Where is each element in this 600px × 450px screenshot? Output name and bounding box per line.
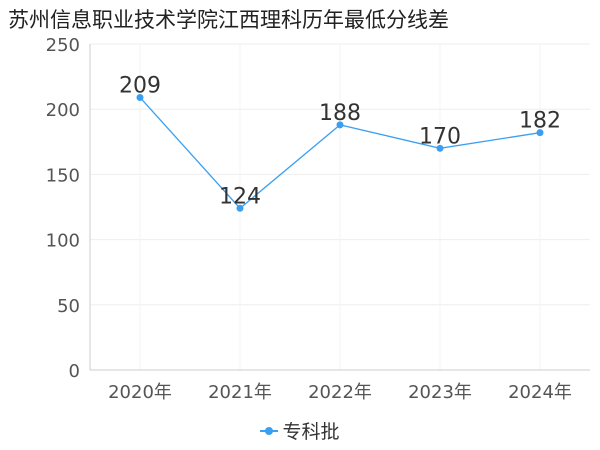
data-label: 124 <box>219 184 261 209</box>
grid-lines <box>90 43 590 370</box>
x-tick-label: 2021年 <box>208 382 272 403</box>
axes <box>89 44 590 371</box>
y-tick-label: 150 <box>46 165 80 186</box>
data-point <box>236 204 244 212</box>
data-label: 188 <box>319 101 361 126</box>
data-point <box>436 144 444 152</box>
data-labels: 209 124 188 170 182 <box>119 73 561 209</box>
legend-label: 专科批 <box>282 421 340 443</box>
data-label: 209 <box>119 73 161 98</box>
data-point <box>336 121 344 129</box>
legend-marker-icon <box>260 425 279 437</box>
data-point <box>536 129 544 137</box>
chart-title: 苏州信息职业技术学院江西理科历年最低分线差 <box>8 8 449 32</box>
y-tick-label: 200 <box>46 100 80 121</box>
data-point <box>136 93 144 101</box>
x-tick-label: 2024年 <box>508 382 572 403</box>
legend[interactable]: 专科批 <box>0 417 600 444</box>
y-tick-label: 50 <box>57 296 80 317</box>
series-group <box>136 93 544 212</box>
y-tick-labels: 0 50 100 150 200 250 <box>46 35 80 382</box>
y-tick-label: 100 <box>46 231 80 252</box>
y-tick-label: 250 <box>46 35 80 56</box>
data-label: 182 <box>519 109 561 134</box>
x-tick-label: 2023年 <box>408 382 472 403</box>
x-tick-label: 2022年 <box>308 382 372 403</box>
x-tick-label: 2020年 <box>108 382 172 403</box>
y-tick-label: 0 <box>69 361 80 382</box>
data-label: 170 <box>419 124 461 149</box>
x-tick-labels: 2020年 2021年 2022年 2023年 2024年 <box>108 382 572 403</box>
